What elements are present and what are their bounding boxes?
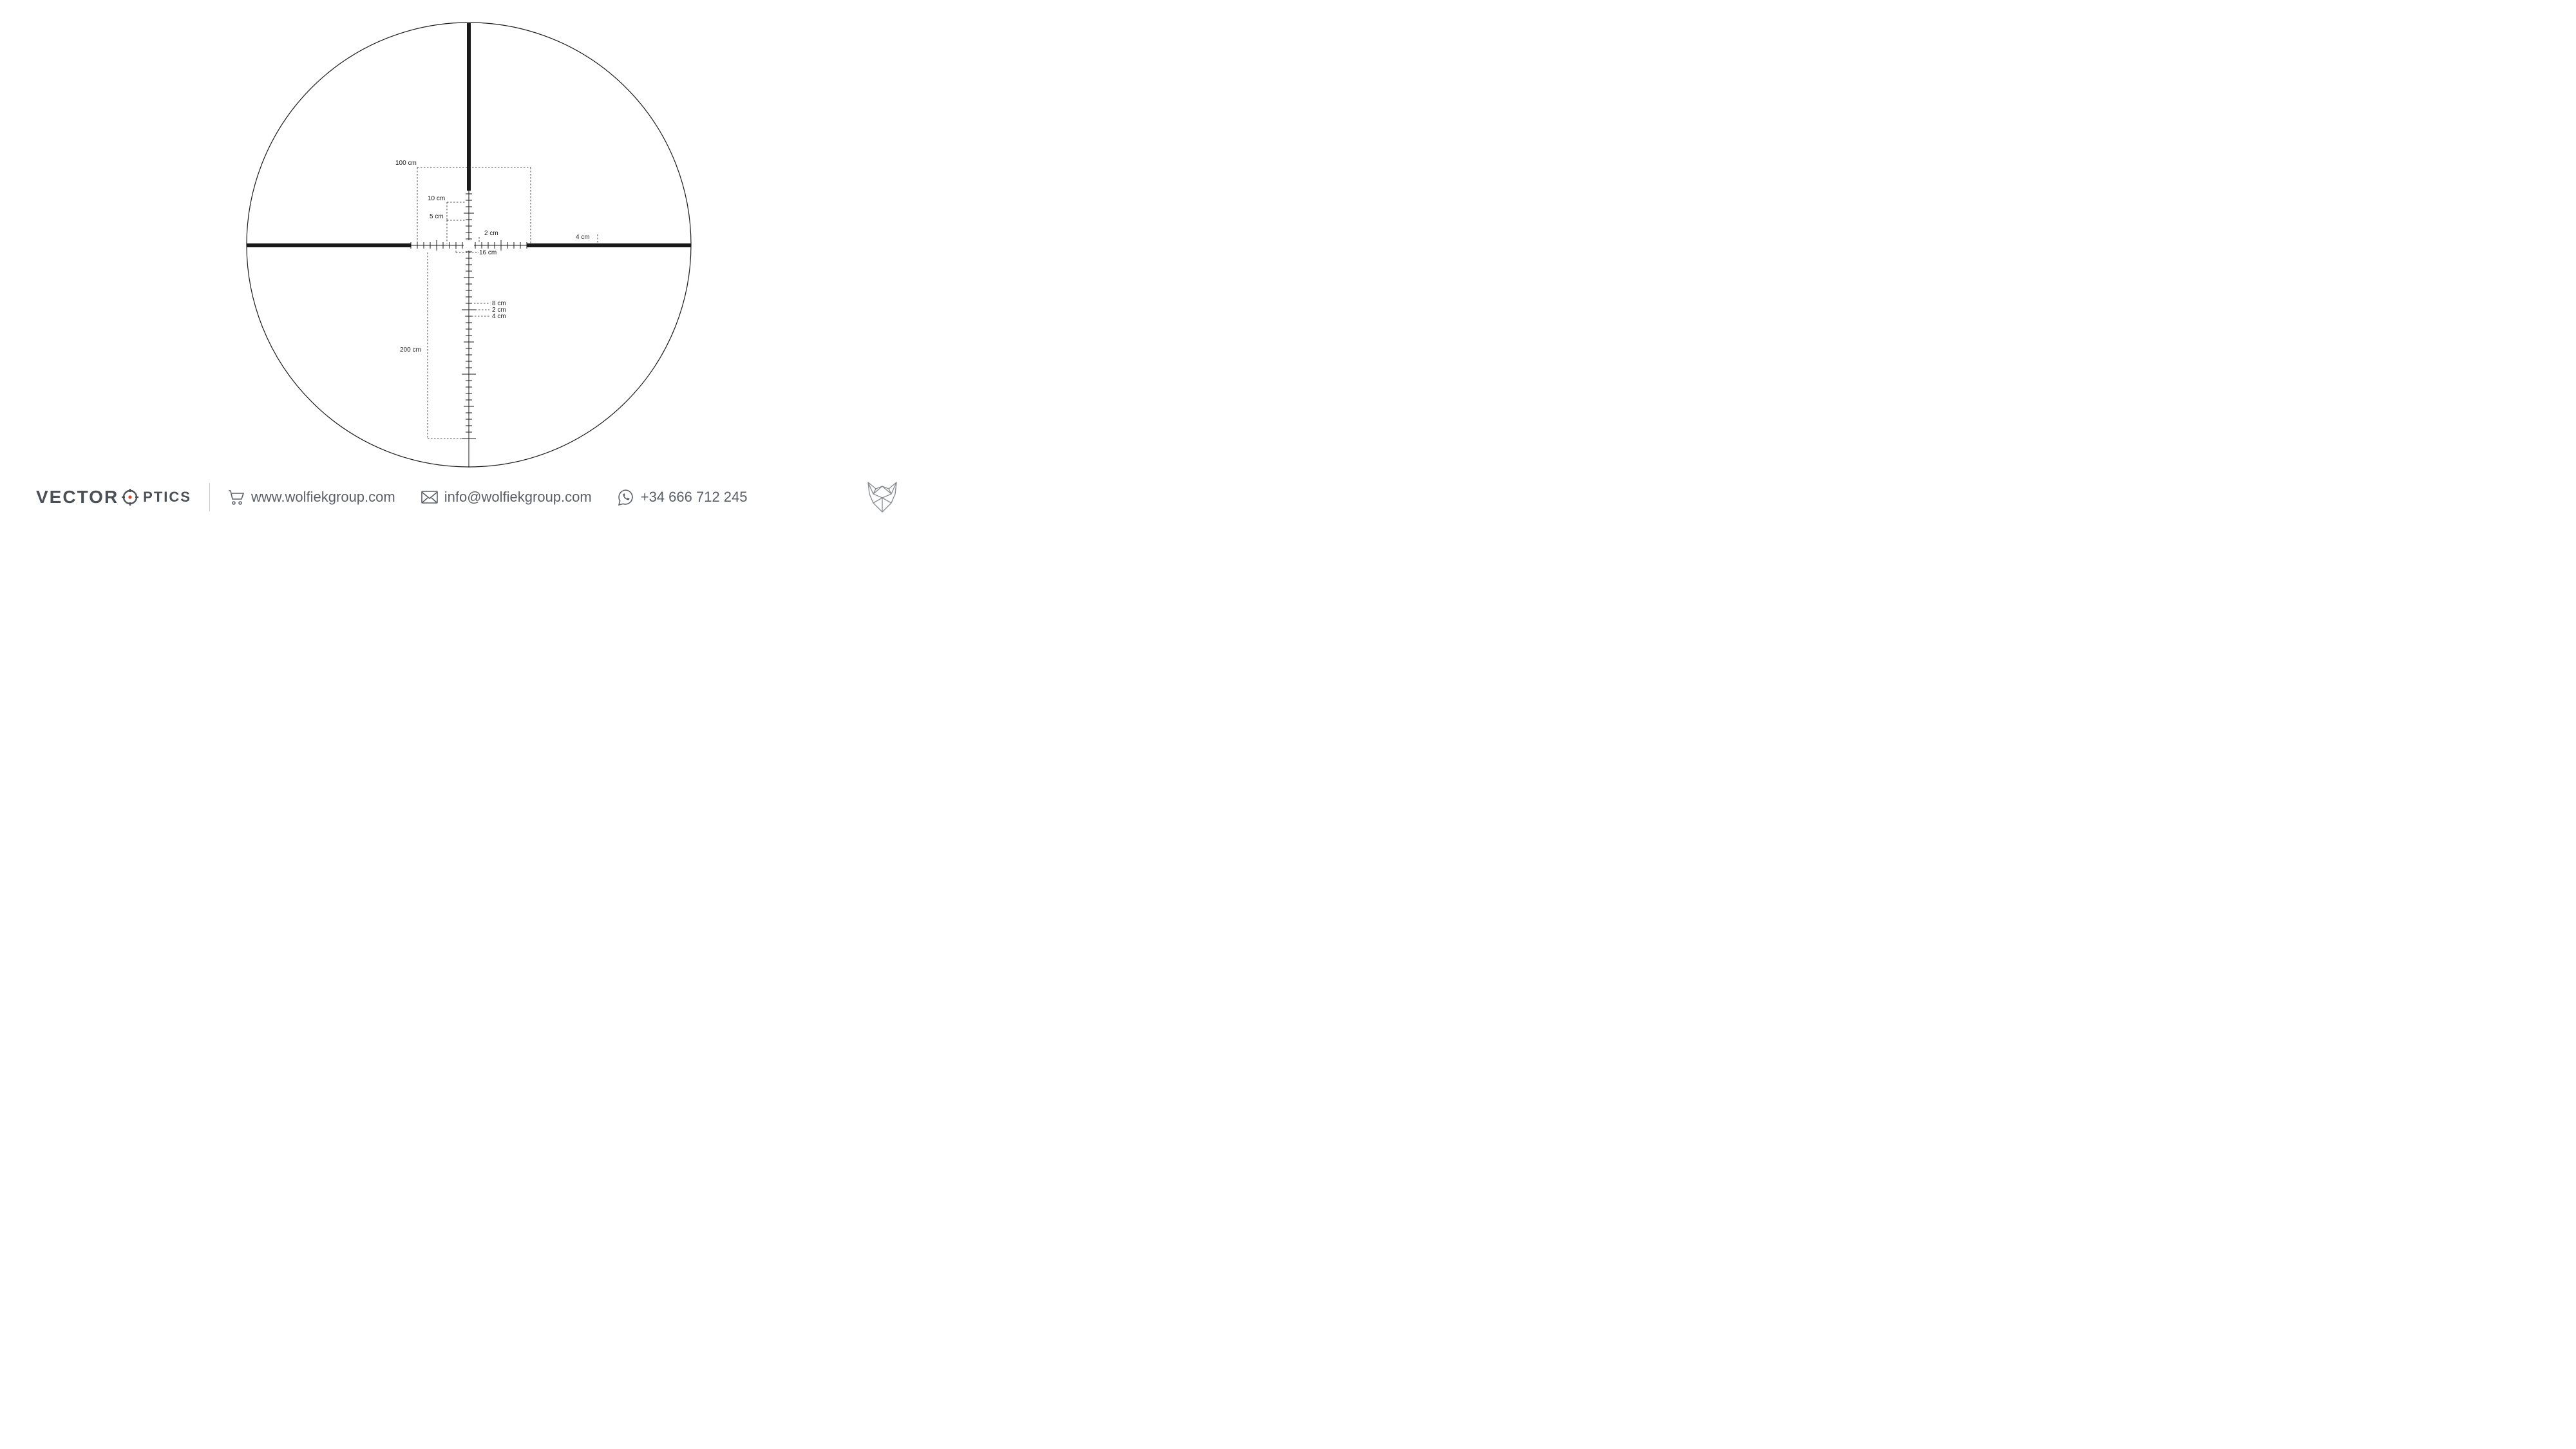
website-item: www.wolfiekgroup.com — [228, 489, 395, 506]
phone-item: +34 666 712 245 — [618, 489, 748, 506]
email-item: info@wolfiekgroup.com — [421, 489, 592, 506]
svg-text:100 cm: 100 cm — [395, 160, 417, 167]
fox-icon — [863, 480, 902, 515]
reticle-diagram: 100 cm10 cm5 cm2 cm16 cm4 cm8 cm2 cm4 cm… — [0, 0, 938, 477]
target-icon — [122, 489, 138, 506]
brand-text-2: PTICS — [143, 489, 191, 506]
divider — [209, 483, 210, 511]
footer-bar: VECTOR PTICS www.wolfiekgroup.com — [0, 474, 938, 526]
svg-text:200 cm: 200 cm — [400, 346, 421, 354]
email-text: info@wolfiekgroup.com — [444, 489, 592, 506]
brand-logo: VECTOR PTICS — [36, 487, 191, 507]
cart-icon — [228, 489, 245, 505]
website-text: www.wolfiekgroup.com — [251, 489, 395, 506]
svg-text:2 cm: 2 cm — [484, 230, 498, 237]
svg-text:16 cm: 16 cm — [479, 249, 497, 256]
svg-text:4 cm: 4 cm — [576, 234, 590, 241]
mail-icon — [421, 491, 438, 504]
whatsapp-icon — [618, 489, 634, 506]
contact-row: www.wolfiekgroup.com info@wolfiekgroup.c… — [228, 489, 863, 506]
svg-text:4 cm: 4 cm — [492, 313, 506, 320]
phone-text: +34 666 712 245 — [641, 489, 748, 506]
brand-text-1: VECTOR — [36, 487, 118, 507]
svg-text:5 cm: 5 cm — [430, 213, 444, 220]
svg-text:10 cm: 10 cm — [428, 195, 445, 202]
fox-logo — [863, 480, 902, 515]
